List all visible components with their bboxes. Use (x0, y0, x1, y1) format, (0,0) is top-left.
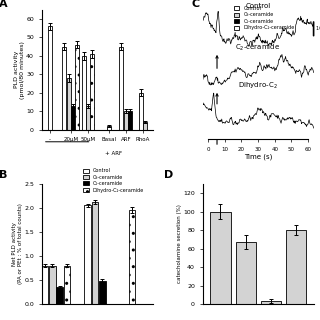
Bar (56, 287, 63, 304)
Bar (124, 111, 128, 130)
Bar (62, 47, 66, 130)
Legend: Control, C₈-ceramide, C₂-ceramide, Dihydro-C₂-ceramide: Control, C₈-ceramide, C₂-ceramide, Dihyd… (234, 6, 294, 30)
Bar (84, 205, 91, 304)
Bar (49, 266, 56, 304)
Y-axis label: Net PLD activity
(PA or PEt : % of total counts): Net PLD activity (PA or PEt : % of total… (12, 204, 23, 284)
Legend: Control, C₈-ceramide, C₂-ceramide, Dihydro-C₂-ceramide: Control, C₈-ceramide, C₂-ceramide, Dihyd… (83, 168, 144, 193)
Bar (92, 202, 98, 304)
Bar (107, 126, 111, 130)
Text: B: B (0, 170, 8, 180)
Bar (82, 56, 85, 130)
Bar (260, 301, 281, 304)
Text: C: C (191, 0, 200, 9)
Bar (128, 111, 132, 130)
Bar (211, 212, 230, 304)
Bar (71, 106, 75, 130)
Bar (143, 122, 147, 130)
Bar (67, 78, 71, 130)
Bar (42, 266, 48, 304)
Bar (90, 54, 94, 130)
Bar (76, 45, 79, 130)
Bar (64, 266, 70, 304)
Text: D: D (164, 170, 173, 180)
Bar (236, 242, 256, 304)
Bar (129, 210, 135, 304)
Bar (139, 93, 143, 130)
Text: A: A (0, 0, 8, 9)
Bar (48, 26, 52, 130)
Bar (286, 230, 306, 304)
Bar (99, 281, 106, 304)
Y-axis label: PLD activity
(pmol/80 minutes): PLD activity (pmol/80 minutes) (14, 41, 25, 99)
Bar (86, 106, 90, 130)
Bar (119, 47, 124, 130)
Text: + ARF: + ARF (105, 151, 122, 156)
Y-axis label: catecholamine secretion (%): catecholamine secretion (%) (177, 204, 182, 283)
